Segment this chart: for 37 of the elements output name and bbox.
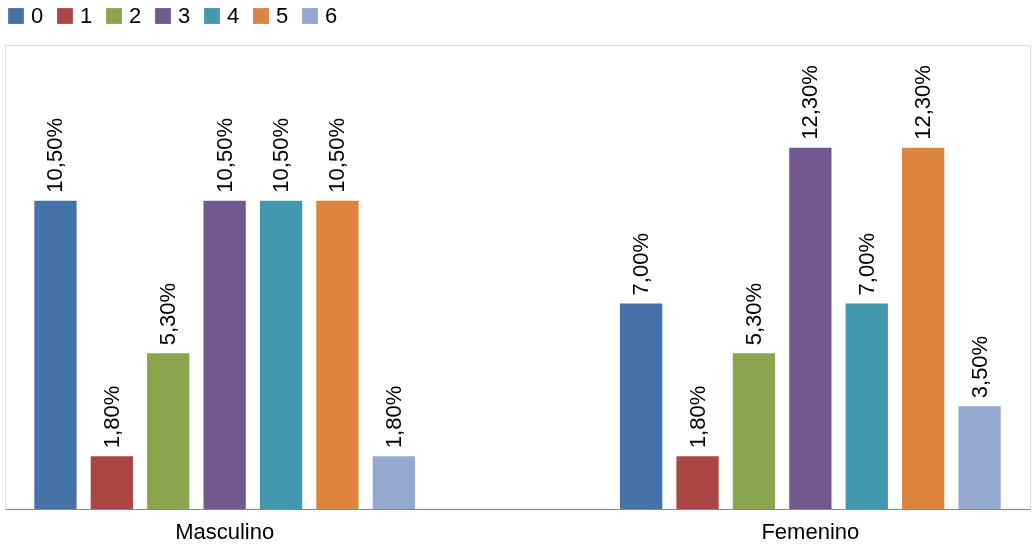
bar bbox=[259, 200, 303, 509]
data-label: 7,00% bbox=[628, 233, 654, 296]
bar bbox=[902, 147, 945, 509]
data-label: 1,80% bbox=[380, 385, 406, 449]
legend-label: 6 bbox=[325, 3, 338, 28]
data-label: 12,30% bbox=[797, 65, 823, 140]
bar bbox=[203, 200, 246, 509]
data-label: 12,30% bbox=[910, 65, 936, 140]
bar bbox=[34, 200, 77, 509]
data-label: 5,30% bbox=[155, 282, 181, 346]
data-label: 1,80% bbox=[98, 385, 124, 449]
bar bbox=[732, 353, 776, 509]
data-label: 7,00% bbox=[853, 233, 879, 296]
bar bbox=[147, 353, 190, 509]
bar bbox=[372, 456, 415, 509]
bar bbox=[90, 456, 133, 509]
data-label: 5,30% bbox=[740, 282, 766, 346]
bar bbox=[316, 200, 359, 509]
legend-label: 3 bbox=[178, 3, 191, 28]
data-label: 1,80% bbox=[684, 385, 710, 449]
data-label: 10,50% bbox=[42, 118, 68, 193]
data-label: 10,50% bbox=[324, 118, 350, 193]
bar bbox=[789, 147, 832, 509]
data-label: 3,50% bbox=[966, 335, 992, 399]
x-tick-label: Femenino bbox=[761, 518, 860, 544]
legend-label: 2 bbox=[129, 3, 142, 28]
data-label: 10,50% bbox=[268, 118, 294, 193]
bar bbox=[620, 303, 663, 509]
x-tick-label: Masculino bbox=[175, 518, 275, 544]
legend-label: 1 bbox=[80, 3, 93, 28]
legend-label: 0 bbox=[31, 3, 44, 28]
bar bbox=[676, 456, 719, 509]
legend-label: 4 bbox=[227, 3, 240, 28]
data-label: 10,50% bbox=[211, 118, 237, 193]
bar bbox=[845, 303, 888, 509]
legend-label: 5 bbox=[276, 3, 289, 28]
bar bbox=[958, 406, 1001, 509]
